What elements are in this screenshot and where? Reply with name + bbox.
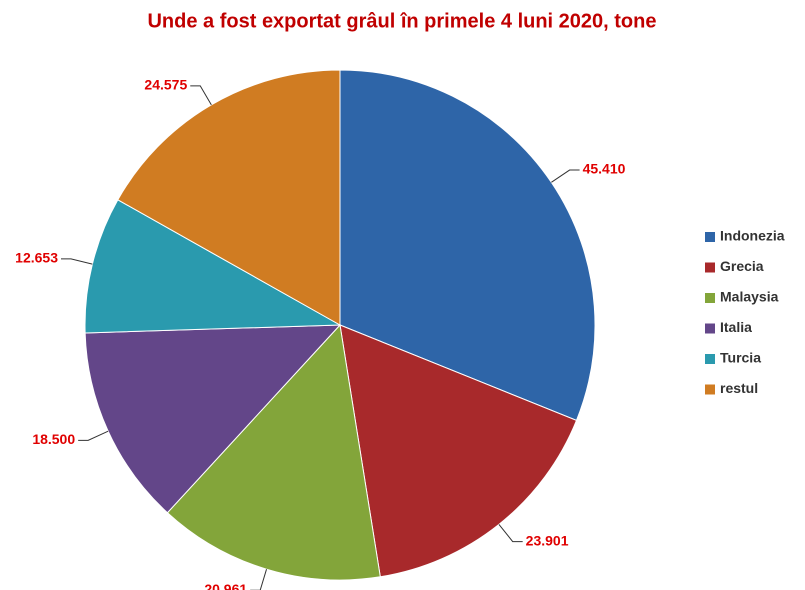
data-label: 18.500 [32,431,75,447]
pie-slice [339,69,596,422]
legend-label: Italia [720,319,752,335]
data-label: 24.575 [144,77,187,93]
legend-swatch [705,262,715,273]
pie-slice [117,69,341,326]
leader-line [250,569,268,590]
leader-line [498,524,523,543]
leader-line [78,430,109,441]
data-label: 12.653 [15,250,58,266]
legend-label: Turcia [720,350,761,366]
pie-slice [339,324,578,578]
legend-swatch [705,323,715,334]
leader-line [190,85,212,106]
legend-swatch [705,354,715,364]
data-label: 20.961 [204,581,247,590]
legend-swatch [705,384,715,395]
legend-label: restul [720,380,758,396]
pie-slice [166,323,381,581]
legend-label: Indonezia [720,228,785,244]
data-label: 45.410 [583,161,626,177]
pie-slice [84,199,342,334]
leader-line [61,258,93,265]
chart-title: Unde a fost exportat grâul în primele 4 … [147,10,656,32]
legend-label: Malaysia [720,289,779,305]
leader-line [551,169,580,183]
legend-swatch [705,232,715,242]
data-label: 23.901 [526,532,569,548]
pie-slice [84,324,342,514]
legend-swatch [705,293,715,303]
legend-label: Grecia [720,258,764,274]
